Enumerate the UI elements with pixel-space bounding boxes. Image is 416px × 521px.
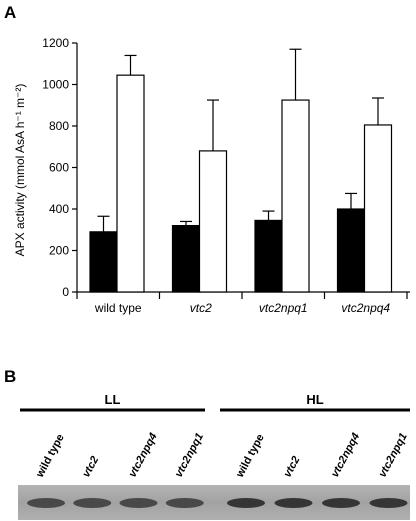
y-axis-label: APX activity (mmol AsA h⁻¹ m⁻²) xyxy=(13,84,27,257)
blot-band xyxy=(27,498,65,508)
bar xyxy=(171,225,201,293)
y-tick-label: 1200 xyxy=(42,36,69,50)
bar xyxy=(363,124,393,293)
blot-band xyxy=(322,498,360,508)
y-tick-label: 1000 xyxy=(42,78,69,92)
x-tick-label: vtc2npq4 xyxy=(341,301,390,315)
panel-label: B xyxy=(4,367,16,386)
y-tick-label: 200 xyxy=(49,244,69,258)
lane-label: vtc2npq1 xyxy=(377,431,410,479)
blot-band xyxy=(165,498,204,508)
blot-band xyxy=(227,498,265,508)
lane-label: vtc2 xyxy=(282,454,303,479)
bar xyxy=(198,150,228,293)
y-tick-label: 800 xyxy=(49,119,69,133)
blot-band xyxy=(274,498,313,508)
lane-label: vtc2npq1 xyxy=(173,431,206,479)
x-tick-label: vtc2 xyxy=(190,301,212,315)
y-tick-label: 600 xyxy=(49,161,69,175)
bar xyxy=(254,219,283,293)
blot-band xyxy=(119,498,158,508)
y-tick-label: 0 xyxy=(62,285,69,299)
bar xyxy=(336,208,366,293)
lane-label: wild type xyxy=(234,432,267,480)
blot-band xyxy=(369,498,408,508)
lane-label: wild type xyxy=(34,432,67,480)
panel-label: A xyxy=(4,3,16,22)
y-tick-label: 400 xyxy=(49,202,69,216)
group-label: HL xyxy=(306,392,323,407)
lane-label: vtc2npq4 xyxy=(127,431,160,479)
bar xyxy=(281,99,310,293)
x-tick-label: wild type xyxy=(94,301,142,315)
group-label: LL xyxy=(105,392,121,407)
bar xyxy=(116,74,145,293)
lane-label: vtc2npq4 xyxy=(329,431,362,479)
x-tick-label: vtc2npq1 xyxy=(259,301,308,315)
lane-label: vtc2 xyxy=(80,454,101,479)
bar xyxy=(89,231,118,293)
blot-band xyxy=(73,498,112,508)
